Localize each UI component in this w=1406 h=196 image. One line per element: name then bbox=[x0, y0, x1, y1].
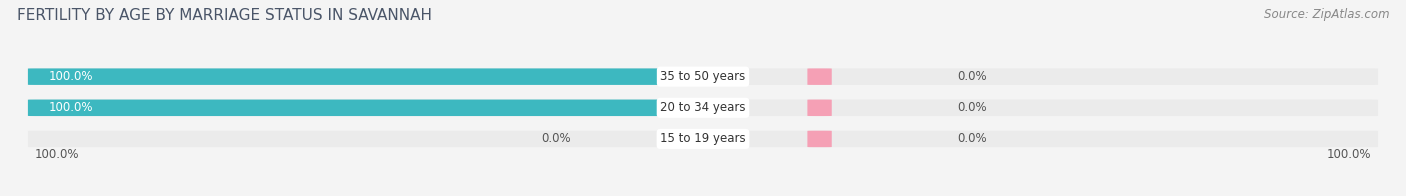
FancyBboxPatch shape bbox=[28, 68, 710, 85]
Text: Source: ZipAtlas.com: Source: ZipAtlas.com bbox=[1264, 8, 1389, 21]
FancyBboxPatch shape bbox=[807, 100, 832, 116]
Text: 0.0%: 0.0% bbox=[541, 132, 571, 145]
Text: 100.0%: 100.0% bbox=[1327, 148, 1371, 161]
Text: 15 to 19 years: 15 to 19 years bbox=[661, 132, 745, 145]
Text: 35 to 50 years: 35 to 50 years bbox=[661, 70, 745, 83]
Text: 100.0%: 100.0% bbox=[49, 101, 93, 114]
FancyBboxPatch shape bbox=[28, 100, 1378, 116]
FancyBboxPatch shape bbox=[807, 131, 832, 147]
Text: 20 to 34 years: 20 to 34 years bbox=[661, 101, 745, 114]
Text: 0.0%: 0.0% bbox=[957, 132, 987, 145]
Text: 0.0%: 0.0% bbox=[957, 101, 987, 114]
Text: 0.0%: 0.0% bbox=[957, 70, 987, 83]
FancyBboxPatch shape bbox=[28, 100, 710, 116]
FancyBboxPatch shape bbox=[28, 131, 1378, 147]
Text: FERTILITY BY AGE BY MARRIAGE STATUS IN SAVANNAH: FERTILITY BY AGE BY MARRIAGE STATUS IN S… bbox=[17, 8, 432, 23]
FancyBboxPatch shape bbox=[28, 68, 1378, 85]
FancyBboxPatch shape bbox=[807, 68, 832, 85]
Text: 100.0%: 100.0% bbox=[49, 70, 93, 83]
Text: 100.0%: 100.0% bbox=[35, 148, 79, 161]
